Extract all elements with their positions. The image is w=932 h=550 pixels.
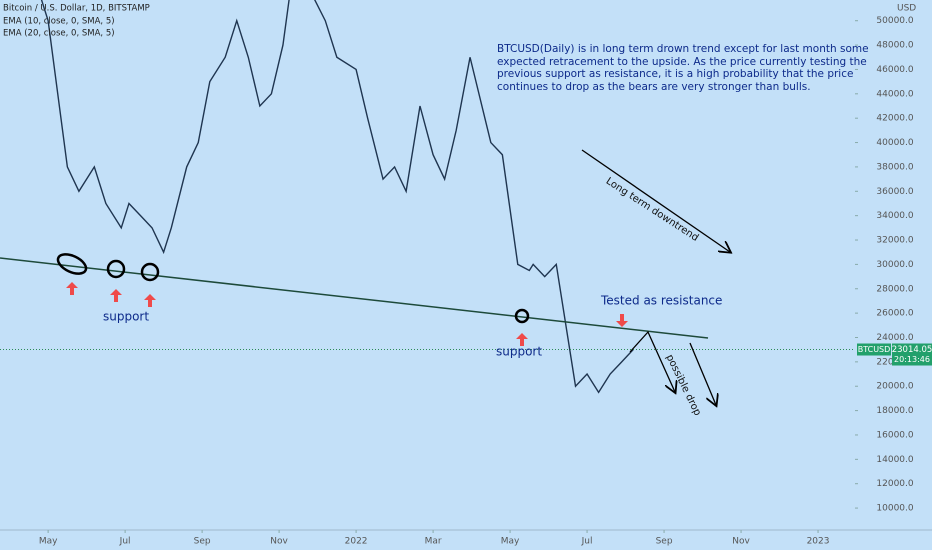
x-tick-label: Nov [732,537,750,547]
symbol-tag [857,343,891,356]
x-tick-label: Mar [425,537,442,547]
y-tick-label: 20000.0 [876,382,913,392]
x-tick-label: Jul [581,537,593,547]
y-tick-label: 10000.0 [876,504,913,514]
y-tick-label: 14000.0 [876,455,913,465]
indicator-label: EMA (20, close, 0, SMA, 5) [3,29,115,39]
y-tick-label: 36000.0 [876,187,913,197]
downtrend-label: Long term downtrend [604,176,701,244]
analysis-note: BTCUSD(Daily) is in long term drown tren… [497,43,869,93]
price-axis [855,0,932,550]
y-tick-label: 48000.0 [876,41,913,51]
y-tick-label: 50000.0 [876,16,913,26]
x-tick-label: Jul [119,537,131,547]
y-tick-label: 26000.0 [876,309,913,319]
circle [56,253,88,275]
axis-unit: USD [897,4,916,14]
chart-title: Bitcoin / U.S. Dollar, 1D, BITSTAMP [3,4,150,14]
arrow [581,149,730,252]
drop-label: possible drop [664,353,703,418]
indicator-label: EMA (10, close, 0, SMA, 5) [3,17,115,27]
y-tick-label: 34000.0 [876,211,913,221]
y-tick-label: 12000.0 [876,479,913,489]
y-tick-label: 38000.0 [876,162,913,172]
circle [140,262,160,282]
x-tick-label: May [39,537,58,547]
y-tick-label: 16000.0 [876,430,913,440]
x-tick-label: 2023 [807,537,830,547]
y-tick-label: 44000.0 [876,89,913,99]
x-tick-label: 2022 [345,537,368,547]
last-price: 23014.05 [892,345,932,355]
support-label: support [103,310,149,324]
arrow [689,342,716,405]
x-tick-label: Sep [194,537,211,547]
y-tick-label: 42000.0 [876,114,913,124]
y-tick-label: 18000.0 [876,406,913,416]
resistance-label: Tested as resistance [600,294,722,308]
up-arrows [66,282,628,346]
y-tick-label: 40000.0 [876,138,913,148]
arrow [629,330,675,392]
y-tick-label: 30000.0 [876,260,913,270]
support-label: support [496,345,542,359]
x-tick-label: Nov [270,537,288,547]
y-tick-label: 28000.0 [876,284,913,294]
trend-line [0,257,709,339]
price-line [40,0,634,394]
circle [514,308,530,324]
y-tick-label: 24000.0 [876,333,913,343]
y-tick-label: 32000.0 [876,236,913,246]
circle [106,259,126,279]
x-tick-label: Sep [656,537,673,547]
symbol-name: BTCUSD [858,345,891,354]
y-tick-label: 46000.0 [876,65,913,75]
price-tag [892,343,932,366]
x-tick-label: May [501,537,520,547]
countdown: 20:13:46 [894,355,930,364]
